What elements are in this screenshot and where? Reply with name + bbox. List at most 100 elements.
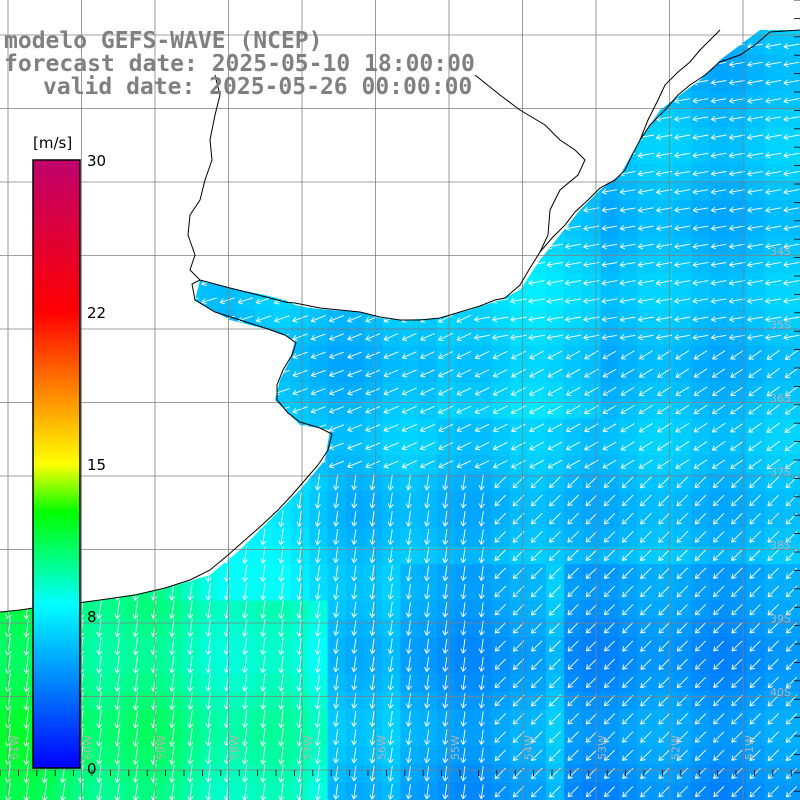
field-cell — [692, 419, 711, 438]
wind-arrow — [111, 262, 126, 267]
field-cell — [309, 109, 328, 128]
wind-arrow — [366, 261, 380, 268]
field-cell — [0, 146, 19, 165]
field-cell — [455, 382, 474, 401]
field-cell — [728, 382, 747, 401]
field-cell — [601, 564, 620, 583]
field-cell — [109, 182, 128, 201]
wind-arrow — [565, 43, 581, 48]
field-cell — [255, 382, 274, 401]
field-cell — [710, 346, 729, 365]
field-cell — [619, 36, 638, 55]
field-cell — [637, 528, 656, 547]
field-cell — [328, 400, 347, 419]
field-cell — [218, 528, 237, 547]
wind-arrow — [238, 443, 253, 449]
field-cell — [728, 455, 747, 474]
wind-arrow — [184, 225, 199, 231]
wind-arrow — [511, 43, 527, 48]
wind-arrow — [133, 510, 138, 528]
field-cell — [164, 546, 183, 565]
field-cell — [127, 146, 146, 165]
wind-arrow — [293, 225, 308, 231]
field-cell — [218, 237, 237, 256]
wind-arrow — [165, 298, 180, 304]
field-cell — [437, 146, 456, 165]
field-cell — [710, 55, 729, 74]
field-cell — [419, 109, 438, 128]
field-cell — [437, 255, 456, 274]
wind-arrow — [165, 7, 180, 13]
field-cell — [328, 637, 347, 656]
wind-arrow — [220, 116, 235, 122]
wind-arrow — [115, 564, 120, 582]
field-cell — [164, 200, 183, 219]
field-cell — [437, 382, 456, 401]
wind-arrow — [1, 98, 16, 103]
wind-arrow — [165, 389, 180, 395]
wind-arrow — [511, 153, 527, 158]
wind-arrow — [129, 335, 144, 341]
field-cell — [291, 455, 310, 474]
wind-arrow — [311, 134, 326, 141]
wind-arrow — [638, 98, 653, 103]
field-cell — [164, 491, 183, 510]
field-cell — [601, 0, 620, 19]
field-cell — [528, 564, 547, 583]
wind-arrow — [261, 474, 266, 490]
field-cell — [582, 692, 601, 711]
wind-arrow — [474, 98, 490, 103]
wind-arrow — [129, 207, 144, 212]
wind-arrow — [511, 207, 527, 212]
field-cell — [510, 73, 529, 92]
wind-arrow — [766, 25, 782, 30]
field-cell — [437, 564, 456, 583]
field-cell — [273, 364, 292, 383]
field-cell — [200, 455, 219, 474]
field-cell — [346, 346, 365, 365]
field-cell — [382, 182, 401, 201]
wind-arrow — [348, 170, 362, 177]
field-cell — [619, 0, 638, 19]
wind-arrow — [275, 261, 290, 267]
field-cell — [601, 528, 620, 547]
wind-arrow — [330, 43, 344, 50]
field-cell — [637, 55, 656, 74]
field-cell — [637, 400, 656, 419]
wind-arrow — [457, 188, 471, 195]
field-cell — [400, 546, 419, 565]
wind-arrow — [115, 546, 120, 564]
wind-arrow — [384, 24, 399, 31]
wind-arrow — [202, 134, 217, 140]
field-cell — [73, 127, 92, 146]
field-cell — [564, 455, 583, 474]
wind-arrow — [206, 492, 211, 509]
wind-arrow — [675, 80, 690, 85]
field-cell — [182, 309, 201, 328]
field-cell — [400, 455, 419, 474]
wind-arrow — [474, 153, 490, 158]
field-cell — [364, 273, 383, 292]
wind-arrow — [111, 244, 126, 249]
field-cell — [309, 182, 328, 201]
field-cell — [291, 182, 310, 201]
field-cell — [182, 109, 201, 128]
field-cell — [510, 546, 529, 565]
field-cell — [382, 510, 401, 529]
field-cell — [601, 582, 620, 601]
field-cell — [309, 218, 328, 237]
field-cell — [346, 400, 365, 419]
field-cell — [309, 309, 328, 328]
wind-arrow — [529, 25, 545, 30]
field-cell — [710, 655, 729, 674]
wind-arrow — [188, 546, 193, 563]
wind-arrow — [238, 462, 253, 468]
wind-arrow — [529, 98, 545, 103]
field-cell — [364, 637, 383, 656]
field-cell — [728, 528, 747, 547]
field-cell — [473, 218, 492, 237]
wind-arrow — [348, 261, 362, 268]
field-cell — [546, 582, 565, 601]
wind-arrow — [584, 98, 600, 103]
